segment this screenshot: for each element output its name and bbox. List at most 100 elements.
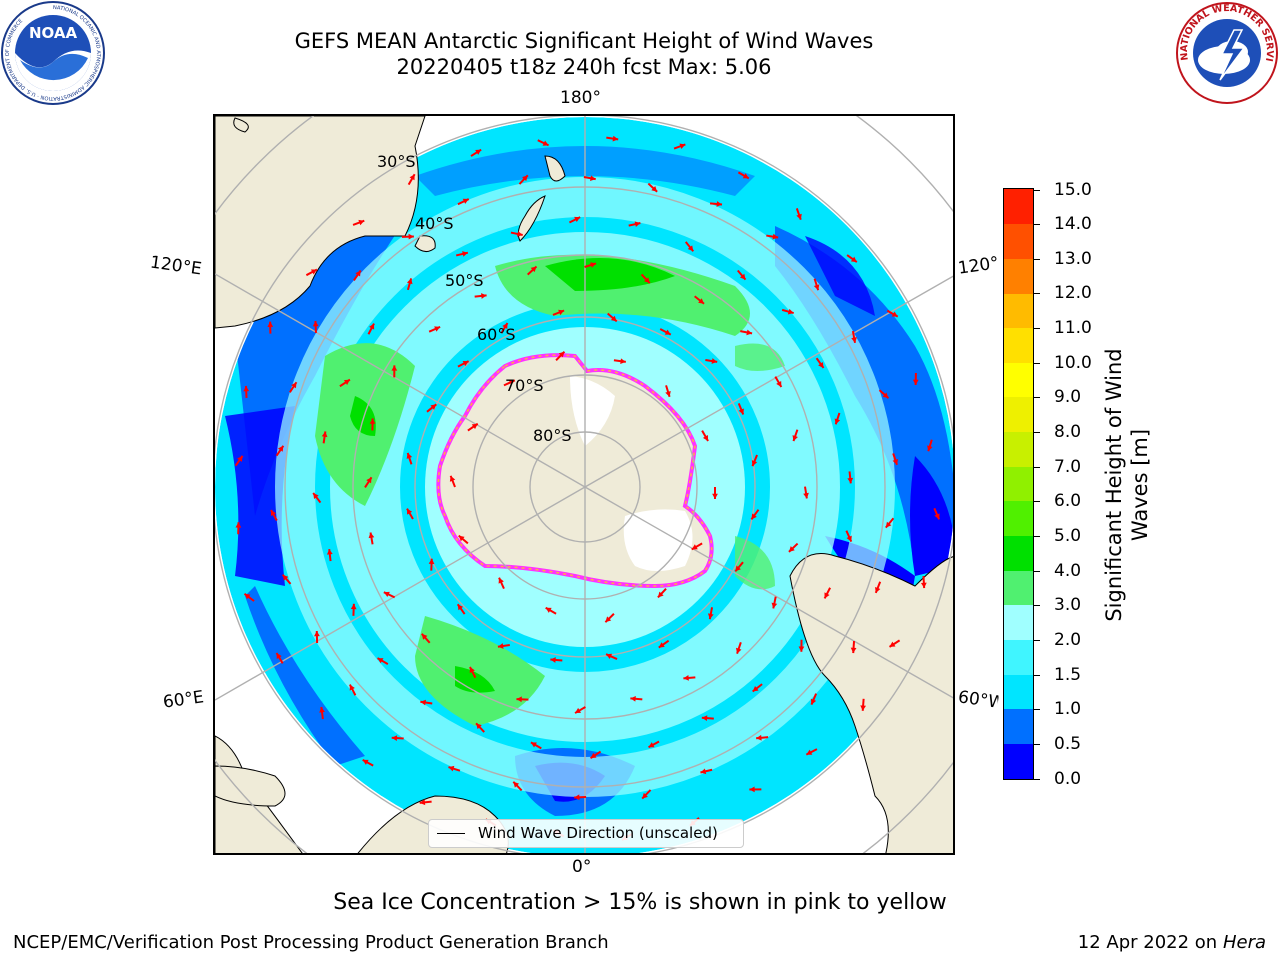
colorbar-segment — [1004, 535, 1033, 571]
wave-arrow-head — [679, 143, 686, 149]
wave-arrow-head — [428, 558, 435, 565]
wave-arrow-head — [810, 698, 817, 705]
wave-arrow-head — [282, 574, 289, 581]
wave-arrow-head — [383, 591, 390, 598]
wave-arrow-head — [312, 320, 319, 327]
colorbar-tick-mark — [1034, 605, 1040, 607]
colorbar-segment — [1004, 500, 1033, 537]
lon-label-60e: 60°E — [161, 687, 206, 713]
wave-arrow-head — [343, 379, 350, 385]
colorbar-tick-label: 13.0 — [1054, 248, 1092, 269]
colorbar-tick-label: 0.5 — [1054, 733, 1082, 754]
wave-arrow-head — [751, 513, 757, 520]
wave-arrow-head — [516, 696, 522, 703]
noaa-wordmark: NOAA — [29, 24, 78, 42]
wave-arrow-head — [803, 492, 809, 499]
wave-arrow-head — [235, 522, 242, 528]
wave-arrow-head — [448, 765, 455, 772]
colorbar-tick-label: 9.0 — [1054, 387, 1082, 408]
wave-arrow-head — [558, 309, 565, 316]
legend-line-swatch — [437, 833, 465, 834]
wave-arrow-head — [350, 603, 357, 610]
wave-arrow-head — [369, 323, 375, 330]
colorbar-segment — [1004, 396, 1033, 433]
colorbar-tick-mark — [1034, 293, 1040, 295]
lon-label-180: 180° — [560, 88, 601, 108]
wave-arrow-head — [244, 593, 251, 600]
wave-arrow-head — [406, 278, 413, 285]
wave-arrow-head — [590, 262, 597, 268]
colorbar-tick-mark — [1034, 674, 1040, 676]
legend-text: Wind Wave Direction (unscaled) — [478, 824, 718, 842]
wave-arrow-head — [847, 477, 854, 484]
wave-arrow-head — [606, 653, 613, 659]
wave-arrow-head — [355, 270, 361, 277]
colorbar-segment — [1004, 674, 1033, 710]
colorbar-tick-mark — [1034, 258, 1040, 260]
wave-arrow-head — [358, 219, 365, 226]
lat-label-60s: 60°S — [477, 325, 516, 344]
wave-arrow-head — [687, 245, 694, 252]
wave-arrow-head — [434, 326, 441, 332]
wave-arrow-head — [462, 360, 469, 367]
wave-arrow-head — [813, 284, 820, 291]
wave-arrow-head — [749, 786, 755, 793]
colorbar-tick-label: 8.0 — [1054, 422, 1082, 443]
colorbar — [1003, 188, 1034, 780]
wave-arrow-head — [420, 699, 426, 706]
wave-arrow-head — [701, 715, 708, 721]
lat-label-50s: 50°S — [445, 271, 484, 290]
colorbar-tick-label: 3.0 — [1054, 595, 1082, 616]
wave-arrow-head — [498, 577, 504, 584]
wave-arrow-head — [806, 749, 813, 755]
wave-arrow-head — [787, 308, 794, 315]
wave-arrow-head — [716, 201, 723, 207]
wave-arrow-head — [846, 535, 852, 542]
wave-arrow-head — [735, 565, 741, 572]
footer-date: 12 Apr 2022 on Hera — [1078, 932, 1266, 953]
wave-arrow-head — [407, 508, 413, 515]
wave-arrow-head — [481, 293, 487, 299]
colorbar-segment — [1004, 189, 1033, 225]
lon-label-0: 0° — [572, 857, 592, 877]
lat-label-80s: 80°S — [533, 426, 572, 445]
wave-arrow-head — [610, 315, 617, 322]
wave-arrow-head — [885, 521, 892, 528]
wave-arrow-head — [462, 198, 469, 204]
colorbar-tick-mark — [1034, 224, 1040, 226]
wave-arrow-head — [313, 493, 319, 499]
wave-arrow-head — [291, 382, 297, 389]
wave-arrow-head — [366, 477, 372, 484]
wave-arrow-head — [314, 630, 320, 637]
colorbar-tick-mark — [1034, 189, 1040, 191]
wave-arrow-head — [850, 256, 857, 263]
wave-arrow-head — [508, 379, 515, 386]
wave-arrow-head — [319, 707, 325, 713]
colorbar-tick-label: 15.0 — [1054, 179, 1092, 200]
wave-arrow-head — [513, 781, 520, 788]
wave-arrow-head — [912, 379, 919, 386]
colorbar-tick-label: 4.0 — [1054, 560, 1082, 581]
wave-arrow-head — [243, 385, 250, 392]
wave-arrow-head — [377, 658, 384, 664]
colorbar-segment — [1004, 362, 1033, 398]
map-legend: Wind Wave Direction (unscaled) — [428, 819, 744, 848]
colorbar-tick-mark — [1034, 709, 1040, 711]
wave-arrow-head — [792, 435, 798, 442]
wave-arrow-head — [772, 233, 779, 240]
colorbar-tick-label: 14.0 — [1054, 214, 1092, 235]
chart-subtitle: 20220405 t18z 240h fcst Max: 5.06 — [396, 55, 772, 79]
wave-arrow-head — [430, 404, 437, 410]
footer-branch: NCEP/EMC/Verification Post Processing Pr… — [13, 932, 609, 953]
wave-direction-arrows — [234, 135, 941, 841]
colorbar-tick-label: 0.0 — [1054, 768, 1082, 789]
wave-arrow-head — [458, 535, 465, 542]
wave-arrow-head — [875, 586, 881, 593]
wave-arrow-head — [409, 174, 415, 181]
colorbar-label: Significant Height of Wind Waves [m] — [1102, 348, 1152, 622]
colorbar-tick-mark — [1034, 328, 1040, 330]
wave-arrow-head — [574, 794, 580, 801]
colorbar-tick-mark — [1034, 362, 1040, 364]
lat-label-70s: 70°S — [505, 376, 544, 395]
wave-arrow-head — [702, 435, 709, 442]
